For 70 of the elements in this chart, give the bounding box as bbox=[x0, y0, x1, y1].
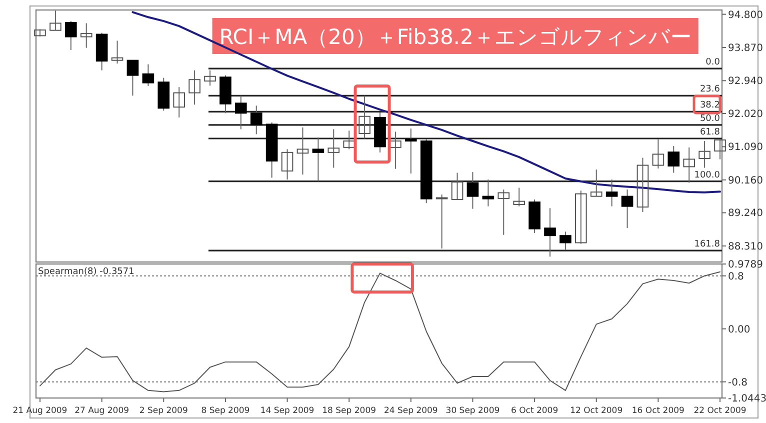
candlestick bbox=[668, 145, 680, 174]
x-tick-label: 21 Aug 2009 bbox=[12, 406, 68, 416]
candlestick bbox=[204, 70, 216, 86]
chart-title: Spearman(8) -0.3571 bbox=[38, 267, 134, 277]
candlestick bbox=[312, 136, 324, 182]
candlestick bbox=[606, 179, 618, 207]
annotation: 100.0 bbox=[694, 170, 720, 180]
candlestick bbox=[173, 86, 185, 118]
y-tick-label: 93.870 bbox=[728, 42, 763, 54]
annotation: 0.0 bbox=[706, 58, 720, 68]
candlestick bbox=[436, 194, 448, 249]
annotation: 38.2 bbox=[700, 100, 720, 111]
x-tick-label: 8 Sep 2009 bbox=[201, 406, 250, 416]
candlestick bbox=[296, 126, 309, 176]
x-tick-label: 2 Sep 2009 bbox=[139, 406, 188, 416]
x-tick-label: 22 Oct 2009 bbox=[694, 406, 746, 416]
y-tick-label: 0.8 bbox=[728, 271, 744, 282]
candlestick bbox=[513, 187, 525, 207]
y-tick-label: 0.9789 bbox=[728, 260, 763, 270]
y-tick-label: 92.020 bbox=[728, 109, 763, 120]
candlestick bbox=[560, 231, 572, 250]
candlestick bbox=[142, 64, 154, 87]
line-series bbox=[132, 11, 721, 194]
candlestick bbox=[405, 128, 417, 174]
y-tick-label: 94.800 bbox=[728, 10, 763, 21]
candlestick bbox=[636, 157, 649, 213]
candlestick bbox=[575, 190, 587, 244]
x-tick-label: 6 Oct 2009 bbox=[510, 406, 558, 416]
y-tick-label: 90.160 bbox=[728, 175, 763, 186]
text: RCI＋MA（20）＋Fib38.2＋エンゴルフィンバー bbox=[219, 25, 692, 49]
candlestick bbox=[328, 128, 340, 168]
x-tick-label: 14 Sep 2009 bbox=[260, 406, 314, 416]
candlestick bbox=[466, 172, 479, 210]
candlestick bbox=[250, 105, 262, 135]
annotation: 50.0 bbox=[700, 114, 720, 124]
candlestick bbox=[451, 172, 464, 200]
candlestick bbox=[544, 208, 556, 258]
candlestick bbox=[683, 146, 695, 184]
y-tick-label: -1.0443 bbox=[728, 394, 766, 404]
y-tick-label: 89.240 bbox=[728, 208, 763, 220]
x-tick-label: 27 Aug 2009 bbox=[74, 406, 130, 416]
x-tick-label: 18 Sep 2009 bbox=[322, 406, 376, 416]
candlestick bbox=[235, 95, 247, 130]
candlestick bbox=[698, 140, 710, 168]
x-tick-label: 16 Oct 2009 bbox=[632, 406, 684, 416]
candlestick bbox=[358, 95, 370, 139]
candlestick bbox=[590, 169, 602, 197]
candlestick bbox=[281, 148, 294, 180]
annotation: 23.6 bbox=[700, 84, 720, 95]
y-tick-label: 91.090 bbox=[728, 142, 763, 154]
annotation: 61.8 bbox=[700, 128, 720, 138]
y-tick-label: 0.00 bbox=[728, 324, 750, 336]
y-tick-label: 88.310 bbox=[728, 241, 763, 252]
candlestick bbox=[80, 22, 92, 48]
candlestick bbox=[126, 60, 139, 96]
candlestick bbox=[65, 20, 77, 50]
candlestick bbox=[652, 138, 664, 169]
x-tick-label: 12 Oct 2009 bbox=[570, 406, 623, 416]
y-tick-label: -0.8 bbox=[728, 377, 748, 388]
candlestick bbox=[482, 179, 494, 207]
candlestick bbox=[111, 40, 124, 64]
candlestick bbox=[498, 189, 510, 236]
y-tick-label: 92.940 bbox=[728, 76, 763, 88]
x-tick-label: 30 Sep 2009 bbox=[446, 406, 500, 416]
candlestick bbox=[621, 189, 634, 229]
candlestick bbox=[343, 130, 355, 150]
x-tick-label: 24 Sep 2009 bbox=[384, 406, 438, 416]
candlestick bbox=[188, 70, 200, 106]
candlestick bbox=[390, 131, 402, 170]
annotation: 161.8 bbox=[694, 240, 720, 250]
